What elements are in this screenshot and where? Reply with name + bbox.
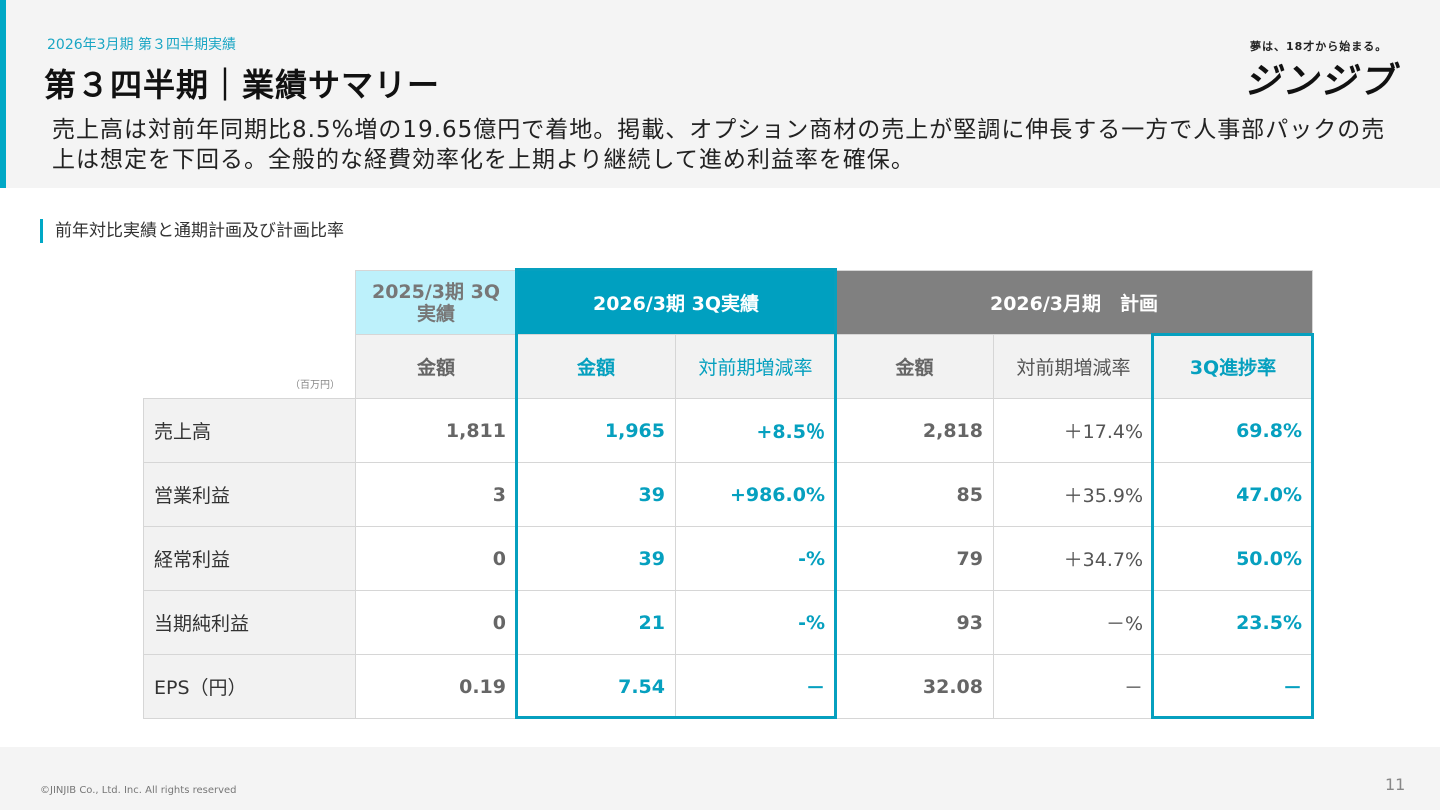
- table-cell: 0: [355, 590, 517, 655]
- table-cell: 69.8%: [1153, 398, 1313, 463]
- table-cell: 1,965: [516, 398, 676, 463]
- group-header-current: 2026/3期 3Q実績: [516, 270, 836, 335]
- table-cell: 32.08: [835, 654, 994, 719]
- empty-cell: [143, 270, 356, 335]
- table-cell: 39: [516, 462, 676, 527]
- table-cell: －: [1153, 654, 1313, 719]
- table-cell: －: [993, 654, 1154, 719]
- table-cell: 85: [835, 462, 994, 527]
- table-cell: 23.5%: [1153, 590, 1313, 655]
- row-label: 営業利益: [143, 462, 356, 527]
- logo: ジンジブ: [1244, 61, 1397, 102]
- table-cell: 0.19: [355, 654, 517, 719]
- table-cell: +8.5％: [675, 398, 836, 463]
- group-header-row: 2025/3期 3Q 実績 2026/3期 3Q実績 2026/3月期 計画: [143, 270, 1313, 335]
- row-label: 売上高: [143, 398, 356, 463]
- table-cell: 50.0%: [1153, 526, 1313, 591]
- table-cell: －%: [993, 590, 1154, 655]
- logo-tagline: 夢は、18才から始まる。: [1250, 40, 1388, 53]
- row-label: 当期純利益: [143, 590, 356, 655]
- table-cell: 93: [835, 590, 994, 655]
- results-table: 2025/3期 3Q 実績 2026/3期 3Q実績 2026/3月期 計画 金…: [143, 270, 1313, 719]
- unit-label: （百万円）: [290, 380, 340, 391]
- table-cell: -%: [675, 526, 836, 591]
- table-cell: 1,811: [355, 398, 517, 463]
- subtitle: 2026年3月期 第３四半期実績: [47, 37, 236, 53]
- sub-header: 3Q進捗率: [1153, 334, 1313, 399]
- table-cell: 2,818: [835, 398, 994, 463]
- table-cell: 21: [516, 590, 676, 655]
- table-cell: ＋35.9%: [993, 462, 1154, 527]
- row-label: EPS（円）: [143, 654, 356, 719]
- group-header-prev: 2025/3期 3Q 実績: [355, 270, 517, 335]
- lead-text: 売上高は対前年同期比8.5%増の19.65億円で着地。掲載、オプション商材の売上…: [52, 117, 1386, 173]
- table-row: 経常利益 0 39 -% 79 ＋34.7% 50.0%: [143, 526, 1313, 591]
- table-cell: 39: [516, 526, 676, 591]
- page-title: 第３四半期｜業績サマリー: [44, 66, 441, 104]
- page-number: 11: [1385, 775, 1406, 794]
- table-cell: 7.54: [516, 654, 676, 719]
- sub-header: 対前期増減率: [675, 334, 836, 399]
- sub-header: 金額: [835, 334, 994, 399]
- table-row: 営業利益 3 39 +986.0% 85 ＋35.9% 47.0%: [143, 462, 1313, 527]
- sub-header: 対前期増減率: [993, 334, 1154, 399]
- accent-bar: [0, 0, 6, 188]
- sub-header: 金額: [516, 334, 676, 399]
- table-row: 当期純利益 0 21 -% 93 －% 23.5%: [143, 590, 1313, 655]
- table-cell: 0: [355, 526, 517, 591]
- header: [0, 0, 1440, 188]
- table-cell: ＋17.4%: [993, 398, 1154, 463]
- copyright: ©JINJIB Co., Ltd. Inc. All rights reserv…: [40, 785, 237, 796]
- table-row: EPS（円） 0.19 7.54 － 32.08 －－: [143, 654, 1313, 719]
- section-title: 前年対比実績と通期計画及び計画比率: [40, 219, 344, 243]
- table-cell: 47.0%: [1153, 462, 1313, 527]
- table-row: 売上高 1,811 1,965 +8.5％ 2,818 ＋17.4% 69.8%: [143, 398, 1313, 463]
- footer: [0, 747, 1440, 810]
- sub-header-row: 金額 金額 対前期増減率 金額 対前期増減率 3Q進捗率: [143, 334, 1313, 399]
- table-cell: -%: [675, 590, 836, 655]
- table-cell: +986.0%: [675, 462, 836, 527]
- table-cell: ＋34.7%: [993, 526, 1154, 591]
- unit-cell: [143, 334, 356, 399]
- table-cell: 3: [355, 462, 517, 527]
- group-header-plan: 2026/3月期 計画: [835, 270, 1313, 335]
- row-label: 経常利益: [143, 526, 356, 591]
- sub-header: 金額: [355, 334, 517, 399]
- table-cell: －: [675, 654, 836, 719]
- table-cell: 79: [835, 526, 994, 591]
